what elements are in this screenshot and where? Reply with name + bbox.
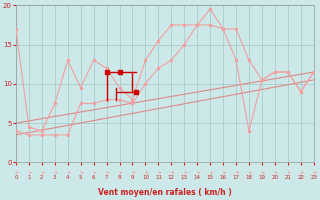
X-axis label: Vent moyen/en rafales ( km/h ): Vent moyen/en rafales ( km/h ) [98,188,232,197]
